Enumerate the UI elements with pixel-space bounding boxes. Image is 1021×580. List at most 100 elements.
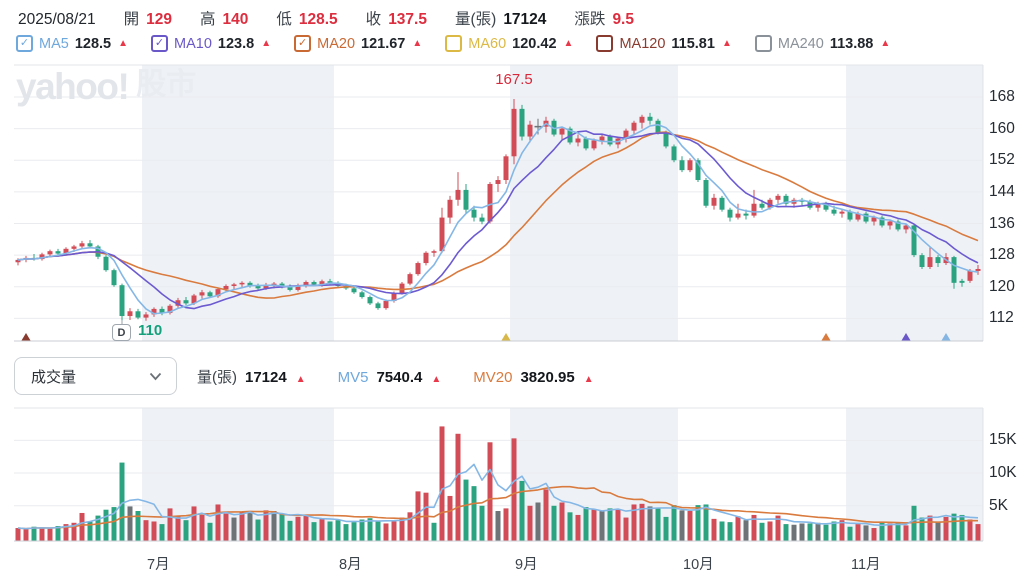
candle-body [855, 213, 861, 220]
volume-panel-header: 成交量 量(張) 17124 ▲ MV5 7540.4 ▲ MV20 3820.95 ▲ [14, 357, 594, 395]
volume-bar [623, 517, 629, 541]
volume-bar [455, 433, 461, 541]
ma-checkbox-ma20[interactable]: ✓ [294, 35, 312, 52]
volume-bar [351, 522, 357, 541]
volume-bar [551, 505, 557, 541]
volume-bar [503, 508, 509, 541]
ma-legend-item-ma5: ✓ MA5 128.5 ▲ [16, 35, 128, 52]
candle-body [847, 211, 853, 220]
candle-body [695, 160, 701, 181]
trade-date: 2025/08/21 [18, 11, 96, 28]
ma-label: MA10 [174, 35, 212, 52]
volume-bar [575, 514, 581, 541]
ma-checkbox-ma240[interactable] [754, 35, 772, 52]
volume-bar [119, 462, 125, 541]
volume-bar [183, 520, 189, 541]
volume-bar [95, 515, 101, 541]
ma-checkbox-ma5[interactable]: ✓ [16, 35, 33, 52]
volume-bar [367, 518, 373, 541]
candle-body [679, 160, 685, 171]
volume-bar [215, 504, 221, 541]
volume-bar [735, 516, 741, 541]
candle-body [39, 254, 45, 260]
candle-body [255, 285, 261, 289]
volume-bar [775, 515, 781, 541]
up-arrow-icon: ▲ [431, 373, 442, 385]
volume-bar [631, 504, 637, 541]
volume-bar [847, 526, 853, 541]
volume-value: 17124 [503, 11, 547, 28]
volume-bar [255, 519, 261, 541]
candle-body [183, 300, 189, 304]
volume-bar [711, 518, 717, 541]
ma-checkbox-ma10[interactable]: ✓ [151, 35, 169, 52]
open-label: 開 [123, 11, 140, 28]
volume-bar [543, 489, 549, 541]
price-axis-tick: 112 [989, 309, 1014, 327]
volume-readout: 量(張) 17124 ▲ MV5 7540.4 ▲ MV20 3820.95 ▲ [197, 366, 594, 387]
change-label: 漲跌 [574, 11, 606, 28]
candle-body [783, 195, 789, 204]
candle-body [295, 285, 301, 290]
volume-bar [871, 528, 877, 541]
candle-body [839, 211, 845, 214]
candle-body [463, 189, 469, 210]
price-axis-tick: 144 [989, 182, 1015, 200]
volume-bar [383, 523, 389, 541]
candle-body [311, 282, 317, 285]
candle-body [559, 128, 565, 135]
up-arrow-icon: ▲ [412, 38, 423, 49]
mv5-line [17, 463, 979, 530]
volume-bar [143, 520, 149, 541]
volume-bar [943, 516, 949, 541]
candle-body [655, 120, 661, 133]
candle-body [967, 270, 973, 281]
volume-bar [111, 507, 117, 541]
price-axis-tick: 160 [989, 119, 1015, 137]
candle-body [279, 283, 285, 287]
ma-checkbox-ma120[interactable] [596, 35, 614, 52]
candle-body [47, 251, 53, 255]
ma-checkbox-ma60[interactable] [445, 35, 463, 52]
indicator-dropdown[interactable]: 成交量 [14, 357, 177, 395]
candle-body [775, 195, 781, 200]
volume-bar [559, 502, 565, 541]
high-price-annotation: 167.5 [495, 71, 533, 88]
candle-body [287, 286, 293, 290]
ma-value: 128.5 [74, 35, 112, 52]
low-label: 低 [276, 11, 292, 28]
volume-bar [311, 522, 317, 541]
price-axis-tick: 128 [989, 246, 1015, 264]
ma20-line [17, 131, 979, 299]
ma-label: MA240 [777, 35, 824, 52]
candle-body [823, 203, 829, 210]
volume-bar [319, 518, 325, 541]
volume-bar [615, 509, 621, 541]
month-band [142, 408, 334, 541]
candle-body [367, 297, 373, 304]
candle-body [111, 270, 117, 286]
volume-bar [727, 522, 733, 541]
candle-body [247, 282, 253, 286]
volume-bar [359, 519, 365, 541]
candle-body [439, 217, 445, 252]
month-label: 8月 [339, 557, 362, 573]
candle-body [127, 311, 133, 317]
volume-axis-tick: 5K [989, 496, 1008, 514]
candle-body [495, 180, 501, 184]
volume-bar [767, 521, 773, 541]
candle-body [167, 305, 173, 313]
volume-bar [447, 495, 453, 541]
candle-body [919, 255, 925, 268]
volume-bar [671, 505, 677, 541]
up-arrow-icon: ▲ [118, 38, 129, 49]
candle-body [527, 124, 533, 137]
ma-label: MA20 [317, 35, 356, 52]
volume-bar [71, 522, 77, 541]
volume-bar [567, 512, 573, 541]
volume-bar [63, 524, 69, 541]
month-label: 9月 [515, 557, 538, 573]
volume-bar [239, 511, 245, 541]
volume-bar [175, 516, 181, 541]
